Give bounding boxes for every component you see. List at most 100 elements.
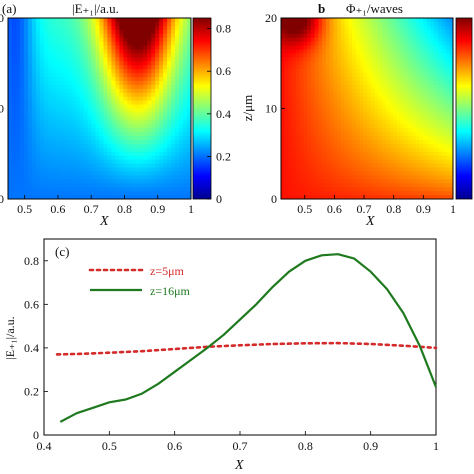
panel-b-cell	[415, 167, 420, 173]
panel-b-cell	[318, 155, 323, 161]
panel-b-cell	[325, 143, 331, 149]
panel-a-cell	[99, 25, 105, 31]
panel-b-cell	[355, 187, 361, 192]
panel-b-cell	[438, 163, 443, 169]
panel-a-cell	[111, 191, 117, 196]
panel-b-cell	[355, 116, 361, 121]
panel-a-cell	[79, 143, 85, 149]
panel-a-cell	[183, 84, 188, 90]
panel-a-cell	[95, 159, 101, 165]
panel-b-cell	[426, 179, 432, 184]
panel-a-cell	[131, 147, 136, 153]
panel-a-cell	[99, 143, 105, 149]
panel-b-cell	[352, 84, 357, 90]
panel-a-cell	[75, 191, 81, 196]
panel-a-cell	[75, 136, 81, 141]
panel-b-cell	[288, 29, 293, 35]
panel-a-cell	[135, 96, 140, 102]
panel-a-cell	[51, 155, 57, 161]
panel-b-cell	[385, 92, 391, 98]
panel-a-cell	[111, 53, 117, 58]
panel-b-cell	[292, 124, 297, 129]
panel-b-cell	[426, 116, 432, 121]
panel-b-cell	[426, 147, 432, 153]
panel-b-cell	[370, 65, 376, 70]
panel-a-cell	[75, 77, 81, 82]
panel-c: (c) 0.4 0.5 0.6 0.7 0.8 0.9 1 00.20.40.60.8 X …	[3, 238, 439, 473]
panel-a-cell	[131, 112, 136, 117]
panel-b-cell	[381, 191, 387, 196]
panel-b-cell	[348, 171, 353, 176]
panel-a-cell	[123, 108, 128, 114]
panel-a-cell	[147, 139, 152, 145]
panel-b-cell	[333, 92, 338, 98]
panel-a-cell	[27, 25, 33, 31]
colorbar-tick-label: 0.6	[216, 64, 231, 78]
panel-a-cell	[175, 183, 180, 188]
panel-b-cell	[434, 61, 439, 66]
panel-b-cell	[393, 179, 398, 184]
panel-a-cell	[51, 96, 57, 102]
panel-b-cell	[295, 139, 301, 145]
panel-b-cell	[434, 104, 439, 110]
panel-a-cell	[147, 116, 152, 121]
panel-a-cell	[71, 120, 77, 125]
panel-a-cell	[171, 84, 176, 90]
panel-b-cell	[381, 29, 387, 35]
panel-a-cell	[123, 163, 128, 169]
panel-a-cell	[115, 191, 120, 196]
panel-a-cell	[155, 45, 160, 51]
panel-a-cell	[127, 61, 132, 66]
panel-a-cell	[47, 116, 53, 121]
panel-b-cell	[389, 37, 394, 43]
panel-b-cell	[281, 41, 286, 47]
panel-b-cell	[374, 41, 379, 47]
panel-b-cell	[292, 77, 297, 82]
panel-a-cell	[127, 120, 132, 125]
panel-a-cell	[59, 120, 65, 125]
panel-a-cell	[67, 108, 73, 114]
panel-b-cell	[400, 143, 405, 149]
panel-b-cell	[333, 108, 338, 114]
panel-a-cell	[51, 187, 57, 192]
panel-a-cell	[135, 132, 140, 137]
panel-b-cell	[438, 61, 443, 66]
panel-b-cell	[367, 191, 372, 196]
panel-a-cell	[27, 112, 33, 117]
panel-b-cell	[389, 187, 394, 192]
panel-b-cell	[303, 112, 308, 117]
panel-b-cell	[370, 167, 376, 173]
panel-a-cell	[11, 100, 17, 106]
panel-a-cell	[47, 167, 53, 173]
panel-b-cell	[299, 195, 305, 199]
panel-b-cell	[348, 195, 353, 199]
panel-b-cell	[430, 163, 435, 169]
panel-a-cell	[107, 139, 113, 145]
panel-a-cell	[131, 120, 136, 125]
panel-a-cell	[35, 41, 41, 47]
panel-a-cell	[11, 187, 17, 192]
panel-a-cell	[135, 183, 140, 188]
panel-b-cell	[292, 18, 297, 23]
panel-a-cell	[59, 100, 65, 106]
panel-b-cell	[340, 69, 346, 74]
panel-a-cell	[83, 69, 89, 74]
panel-a-cell	[171, 136, 176, 141]
panel-b-cell	[325, 96, 331, 102]
panel-a-cell	[55, 124, 61, 129]
panel-b-cell	[393, 120, 398, 125]
panel-b-cell	[355, 139, 361, 145]
panel-b-cell	[325, 37, 331, 43]
panel-a-cell	[175, 120, 180, 125]
panel-b-cell	[381, 73, 387, 78]
panel-b-cell	[355, 73, 361, 78]
panel-a-cell	[15, 92, 21, 98]
panel-a-cell	[83, 33, 89, 39]
panel-b-cell	[288, 21, 293, 27]
panel-b-cell	[411, 88, 417, 94]
panel-b-cell	[374, 183, 379, 188]
panel-b-cell	[352, 57, 357, 62]
panel-b-cell	[329, 108, 334, 114]
panel-b-cell	[374, 21, 379, 27]
panel-b-cell	[288, 124, 293, 129]
